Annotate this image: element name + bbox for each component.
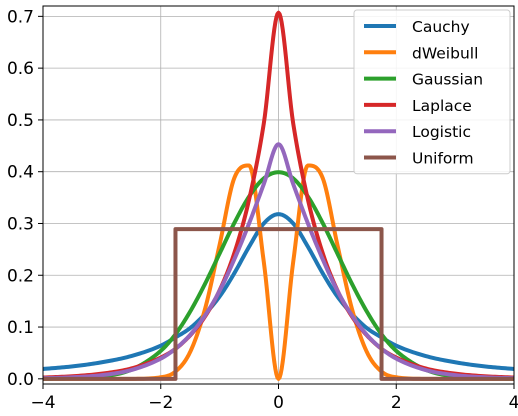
legend-label: Laplace: [412, 97, 472, 115]
x-tick-label: −4: [30, 393, 55, 413]
series-lines: [42, 10, 515, 381]
y-tick-label: 0.2: [7, 266, 34, 286]
legend-label: Gaussian: [412, 71, 483, 89]
axis-ticks: −4 −2 0 2 4 0.0 0.1 0.2 0.3 0.4 0.5 0.6 0.7: [7, 7, 518, 413]
y-tick-label: 0.6: [7, 59, 34, 79]
x-tick-label: 0: [273, 393, 284, 413]
y-tick-label: 0.1: [7, 318, 34, 338]
legend-label: Logistic: [412, 123, 471, 141]
y-tick-label: 0.3: [7, 214, 34, 234]
series-line-logistic: [42, 142, 515, 381]
y-tick-label: 0.0: [7, 370, 34, 390]
x-tick-label: 2: [391, 393, 402, 413]
legend-label: dWeibull: [412, 44, 478, 62]
y-tick-label: 0.4: [7, 163, 34, 183]
legend: Cauchy dWeibull Gaussian Laplace Logistic Uni…: [353, 9, 511, 175]
y-tick-label: 0.7: [7, 7, 34, 27]
x-tick-label: 4: [509, 393, 518, 413]
y-tick-label: 0.5: [7, 111, 34, 131]
x-tick-label: −2: [148, 393, 173, 413]
legend-label: Uniform: [412, 150, 474, 168]
series-line-uniform: [43, 227, 514, 381]
series-line-gaussian: [42, 170, 515, 381]
legend-label: Cauchy: [412, 18, 470, 36]
series-line-cauchy: [42, 212, 515, 371]
